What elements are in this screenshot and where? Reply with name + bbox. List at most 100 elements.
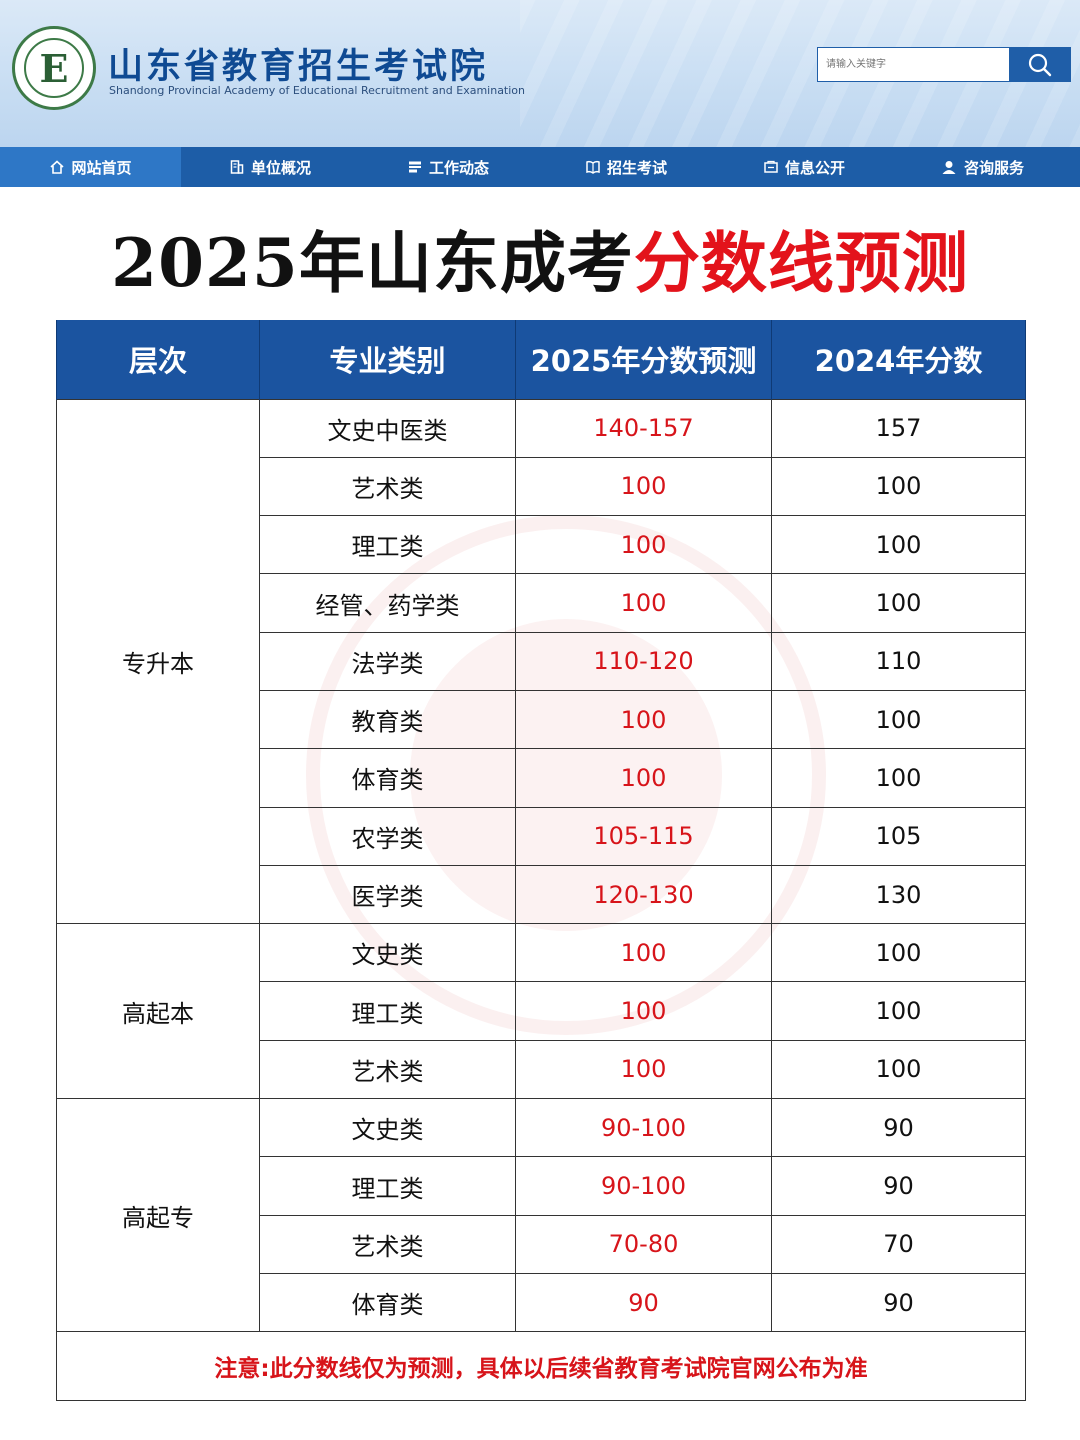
category-cell: 体育类 [259, 1272, 516, 1333]
nav-item-service[interactable]: 咨询服务 [893, 147, 1071, 187]
predicted-cell: 110-120 [515, 631, 772, 691]
nav-label: 工作动态 [428, 158, 489, 177]
score-table: 层次 专业类别 2025年分数预测 2024年分数 专升本 文史中医类 140-… [56, 320, 1026, 1402]
last-year-cell: 100 [771, 689, 1026, 750]
last-year-cell: 100 [771, 456, 1026, 517]
logo-emblem: E [24, 38, 84, 98]
header-level: 层次 [56, 320, 260, 399]
table-row: 体育类 100 100 [57, 748, 1026, 808]
nav-item-exams[interactable]: 招生考试 [537, 147, 715, 187]
nav-item-home[interactable]: 网站首页 [0, 147, 181, 187]
headline-main: 2025年山东成考 [111, 224, 634, 302]
info-box-icon [763, 159, 779, 175]
last-year-cell: 100 [771, 981, 1026, 1041]
site-title[interactable]: 山东省教育招生考试院 [108, 47, 489, 87]
table-row: 专升本 文史中医类 140-157 157 [56, 398, 1026, 925]
last-year-cell: 100 [771, 515, 1026, 575]
last-year-cell: 70 [771, 1214, 1026, 1274]
building-icon [229, 159, 245, 175]
last-year-cell: 100 [771, 573, 1026, 633]
news-icon [407, 159, 423, 175]
category-cell: 教育类 [259, 689, 516, 750]
search-input[interactable] [817, 47, 1009, 82]
nav-label: 招生考试 [606, 158, 667, 177]
category-cell: 体育类 [259, 748, 516, 808]
nav-label: 信息公开 [784, 158, 845, 177]
category-cell: 艺术类 [259, 1214, 516, 1274]
last-year-cell: 100 [771, 1039, 1026, 1100]
predicted-cell: 70-80 [515, 1214, 772, 1274]
category-cell: 文史中医类 [259, 398, 516, 458]
predicted-cell: 100 [515, 689, 772, 750]
table-row: 体育类 90 90 [57, 1272, 1026, 1333]
table-row: 理工类 100 100 [57, 515, 1026, 575]
category-cell: 农学类 [259, 806, 516, 866]
main-nav: 网站首页 单位概况 工作动态 招生考试 信息公开 咨询服务 [0, 147, 1080, 187]
last-year-cell: 90 [771, 1156, 1026, 1216]
last-year-cell: 130 [771, 864, 1026, 925]
predicted-cell: 120-130 [515, 864, 772, 925]
predicted-cell: 100 [515, 515, 772, 575]
predicted-cell: 90-100 [515, 1156, 772, 1216]
book-icon [585, 159, 601, 175]
predicted-cell: 90 [515, 1272, 772, 1333]
nav-label: 单位概况 [250, 158, 311, 177]
category-cell: 艺术类 [259, 456, 516, 517]
predicted-cell: 100 [515, 981, 772, 1041]
table-row: 经管、药学类 100 100 [57, 573, 1026, 633]
last-year-cell: 90 [771, 1098, 1026, 1158]
last-year-cell: 100 [771, 923, 1026, 983]
category-cell: 经管、药学类 [259, 573, 516, 633]
search-icon [1028, 53, 1052, 76]
home-icon [49, 159, 65, 175]
category-cell: 医学类 [259, 864, 516, 925]
table-row: 医学类 120-130 130 [57, 864, 1026, 925]
predicted-cell: 140-157 [515, 398, 772, 458]
table-row: 艺术类 70-80 70 [57, 1214, 1026, 1274]
table-row: 艺术类 100 100 [57, 456, 1026, 517]
level-cell: 高起专 [56, 1098, 260, 1333]
user-service-icon [940, 159, 958, 175]
nav-item-about[interactable]: 单位概况 [181, 147, 359, 187]
category-cell: 理工类 [259, 981, 516, 1041]
predicted-cell: 100 [515, 923, 772, 983]
header-last-year: 2024年分数 [771, 320, 1026, 399]
table-header-row: 层次 专业类别 2025年分数预测 2024年分数 [56, 320, 1026, 399]
level-cell: 高起本 [56, 923, 260, 1100]
site-logo[interactable]: E [12, 26, 96, 110]
nav-label: 网站首页 [71, 158, 132, 177]
page-headline: 2025年山东成考分数线预测 [0, 220, 1080, 306]
score-table-wrapper: 层次 专业类别 2025年分数预测 2024年分数 专升本 文史中医类 140-… [56, 320, 1026, 1402]
disclaimer-note: 注意:此分数线仅为预测，具体以后续省教育考试院官网公布为准 [56, 1331, 1026, 1402]
table-row: 高起专 文史类 90-100 90 [56, 1098, 1026, 1333]
last-year-cell: 100 [771, 748, 1026, 808]
category-cell: 文史类 [259, 923, 516, 983]
category-cell: 理工类 [259, 515, 516, 575]
last-year-cell: 90 [771, 1272, 1026, 1333]
last-year-cell: 157 [771, 398, 1026, 458]
table-note-row: 注意:此分数线仅为预测，具体以后续省教育考试院官网公布为准 [56, 1331, 1026, 1402]
header-category: 专业类别 [259, 320, 516, 399]
site-header: E 山东省教育招生考试院 Shandong Provincial Academy… [0, 0, 1080, 147]
nav-item-news[interactable]: 工作动态 [359, 147, 537, 187]
table-row: 艺术类 100 100 [57, 1039, 1026, 1100]
category-cell: 艺术类 [259, 1039, 516, 1100]
predicted-cell: 90-100 [515, 1098, 772, 1158]
nav-item-info[interactable]: 信息公开 [715, 147, 893, 187]
predicted-cell: 100 [515, 748, 772, 808]
nav-label: 咨询服务 [963, 158, 1024, 177]
headline-highlight: 分数线预测 [633, 224, 969, 302]
predicted-cell: 100 [515, 456, 772, 517]
last-year-cell: 110 [771, 631, 1026, 691]
predicted-cell: 100 [515, 1039, 772, 1100]
site-subtitle: Shandong Provincial Academy of Education… [109, 84, 526, 97]
predicted-cell: 105-115 [515, 806, 772, 866]
table-row: 教育类 100 100 [57, 689, 1026, 750]
search-button[interactable] [1009, 47, 1071, 82]
header-predicted: 2025年分数预测 [515, 320, 772, 399]
category-cell: 文史类 [259, 1098, 516, 1158]
predicted-cell: 100 [515, 573, 772, 633]
level-cell: 专升本 [56, 398, 260, 925]
table-row: 农学类 105-115 105 [57, 806, 1026, 866]
category-cell: 法学类 [259, 631, 516, 691]
